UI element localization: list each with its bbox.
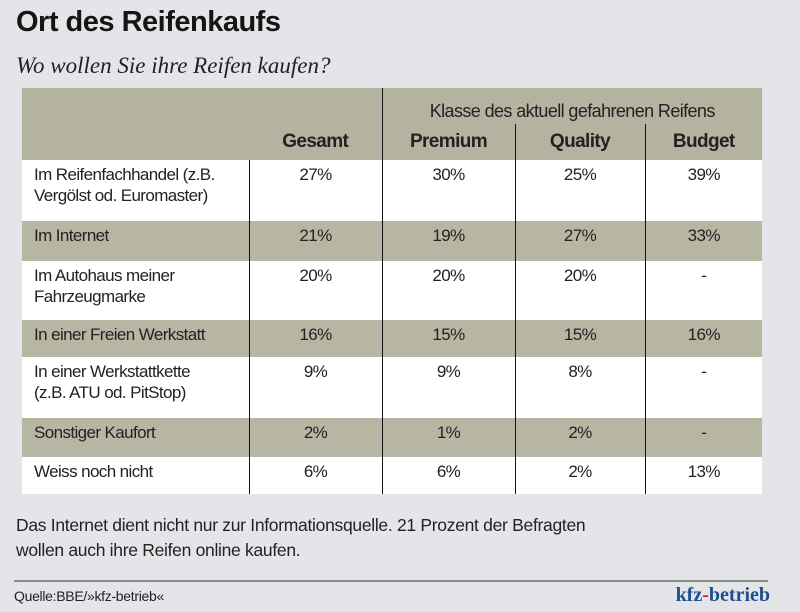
cell-value: 33%: [644, 221, 762, 261]
cell-value: 20%: [248, 261, 382, 320]
cell-value: 8%: [514, 357, 645, 418]
cell-value: 9%: [248, 357, 382, 418]
table-row: Im Reifenfachhandel (z.B. Vergölst od. Eu…: [22, 160, 762, 221]
row-label: Im Reifenfachhandel (z.B. Vergölst od. Eu…: [22, 160, 249, 221]
table-row: Im Autohaus meiner Fahrzeugmarke 20% 20% 20%…: [22, 261, 762, 320]
row-label-line: Im Internet: [34, 226, 109, 245]
row-label-line: Sonstiger Kaufort: [34, 423, 156, 442]
logo-part: betrieb: [708, 584, 770, 606]
row-label: In einer Werkstattkette (z.B. ATU od. Pit…: [22, 357, 249, 418]
cell-value: 2%: [514, 418, 645, 457]
table-row: In einer Freien Werkstatt 16% 15% 15% 16%: [22, 320, 762, 357]
column-header-quality: Quality: [514, 124, 645, 160]
footnote: Das Internet dient nicht nur zur Informa…: [16, 513, 586, 563]
cell-value: -: [644, 261, 762, 320]
row-label-line: Im Reifenfachhandel (z.B.: [34, 165, 215, 184]
row-label-line: Fahrzeugmarke: [34, 287, 146, 306]
header-group-row: Klasse des aktuell gefahrenen Reifens: [22, 88, 762, 124]
cell-value: 30%: [381, 160, 515, 221]
footnote-line: wollen auch ihre Reifen online kaufen.: [16, 540, 301, 560]
cell-value: 27%: [248, 160, 382, 221]
cell-value: 6%: [381, 457, 515, 494]
row-label-line: Vergölst od. Euromaster): [34, 186, 208, 205]
row-label-line: (z.B. ATU od. PitStop): [34, 383, 186, 402]
row-label-line: In einer Werkstattkette: [34, 362, 191, 381]
cell-value: 13%: [644, 457, 762, 494]
row-label-line: Im Autohaus meiner: [34, 266, 175, 285]
cell-value: 9%: [381, 357, 515, 418]
row-label: In einer Freien Werkstatt: [22, 320, 249, 357]
cell-value: 6%: [248, 457, 382, 494]
cell-value: -: [644, 357, 762, 418]
row-label-line: Weiss noch nicht: [34, 462, 153, 481]
cell-value: 2%: [248, 418, 382, 457]
row-label: Im Internet: [22, 221, 249, 261]
table-row: Im Internet 21% 19% 27% 33%: [22, 221, 762, 261]
header-row: Gesamt Premium Quality Budget: [22, 124, 762, 160]
kfz-betrieb-logo: kfz-betrieb: [676, 584, 770, 607]
logo-dash: -: [702, 584, 709, 606]
cell-value: 27%: [514, 221, 645, 261]
cell-value: 16%: [248, 320, 382, 357]
table-row: In einer Werkstattkette (z.B. ATU od. Pit…: [22, 357, 762, 418]
cell-value: 19%: [381, 221, 515, 261]
cell-value: 20%: [381, 261, 515, 320]
cell-value: 20%: [514, 261, 645, 320]
footnote-line: Das Internet dient nicht nur zur Informa…: [16, 515, 586, 535]
cell-value: -: [644, 418, 762, 457]
row-label: Weiss noch nicht: [22, 457, 249, 494]
table-row: Sonstiger Kaufort 2% 1% 2% -: [22, 418, 762, 457]
row-label-line: In einer Freien Werkstatt: [34, 325, 205, 344]
column-header-gesamt: Gesamt: [282, 131, 349, 152]
column-header-budget: Budget: [644, 124, 762, 160]
page-title: Ort des Reifenkaufs: [16, 6, 281, 38]
table-row: Weiss noch nicht 6% 6% 2% 13%: [22, 457, 762, 494]
subtitle: Wo wollen Sie ihre Reifen kaufen?: [16, 53, 331, 78]
column-header-premium: Premium: [381, 124, 515, 160]
cell-value: 2%: [514, 457, 645, 494]
cell-value: 15%: [381, 320, 515, 357]
logo-part: kfz: [675, 584, 703, 606]
cell-value: 1%: [381, 418, 515, 457]
data-table: Klasse des aktuell gefahrenen Reifens Ge…: [22, 88, 762, 494]
divider: [14, 580, 768, 582]
group-header: Klasse des aktuell gefahrenen Reifens: [381, 88, 762, 124]
cell-value: 16%: [644, 320, 762, 357]
row-label: Sonstiger Kaufort: [22, 418, 249, 457]
cell-value: 21%: [248, 221, 382, 261]
row-label: Im Autohaus meiner Fahrzeugmarke: [22, 261, 249, 320]
cell-value: 15%: [514, 320, 645, 357]
source: Quelle:BBE/»kfz-betrieb«: [14, 588, 164, 604]
cell-value: 25%: [514, 160, 645, 221]
cell-value: 39%: [644, 160, 762, 221]
